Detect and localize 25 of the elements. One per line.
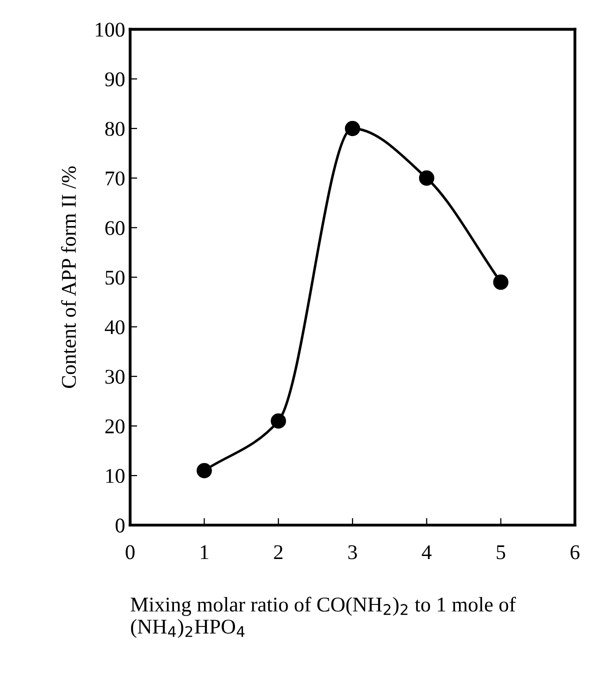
point xyxy=(344,120,360,136)
x-tick-label: 5 xyxy=(496,545,506,560)
y-tick-label: 40 xyxy=(104,320,124,334)
x-tick-label: 3 xyxy=(348,545,357,560)
y-tick-label: 60 xyxy=(105,221,124,236)
y-tick-label: 80 xyxy=(105,122,124,136)
y-tick-label: 90 xyxy=(105,72,124,86)
y-tick-label: 50 xyxy=(106,270,124,285)
y-tick-label: 70 xyxy=(106,171,124,186)
x-tick-label: 0 xyxy=(126,545,135,560)
x-tick-label: 1 xyxy=(200,545,208,560)
point xyxy=(493,274,508,290)
y-axis-title: Content of APP form II /% xyxy=(61,166,76,388)
y-tick-label: 20 xyxy=(105,419,124,434)
point xyxy=(270,413,286,429)
x-tick-label: 4 xyxy=(422,545,432,560)
y-tick-label: 10 xyxy=(106,468,124,483)
x-tick-label: 6 xyxy=(570,545,580,560)
point xyxy=(419,170,434,186)
point xyxy=(196,462,212,478)
y-tick-label: 100 xyxy=(96,22,124,37)
x-tick-label: 2 xyxy=(274,545,282,560)
y-tick-label: 0 xyxy=(116,518,124,533)
text: Mixing molar ratio of CO(NH$_{2}$)$_{2}$ to 1 mole of (NH$_{4}$)$_{2}$HPO$_{4}$ xyxy=(130,596,516,638)
y-tick-label: 30 xyxy=(105,370,124,384)
